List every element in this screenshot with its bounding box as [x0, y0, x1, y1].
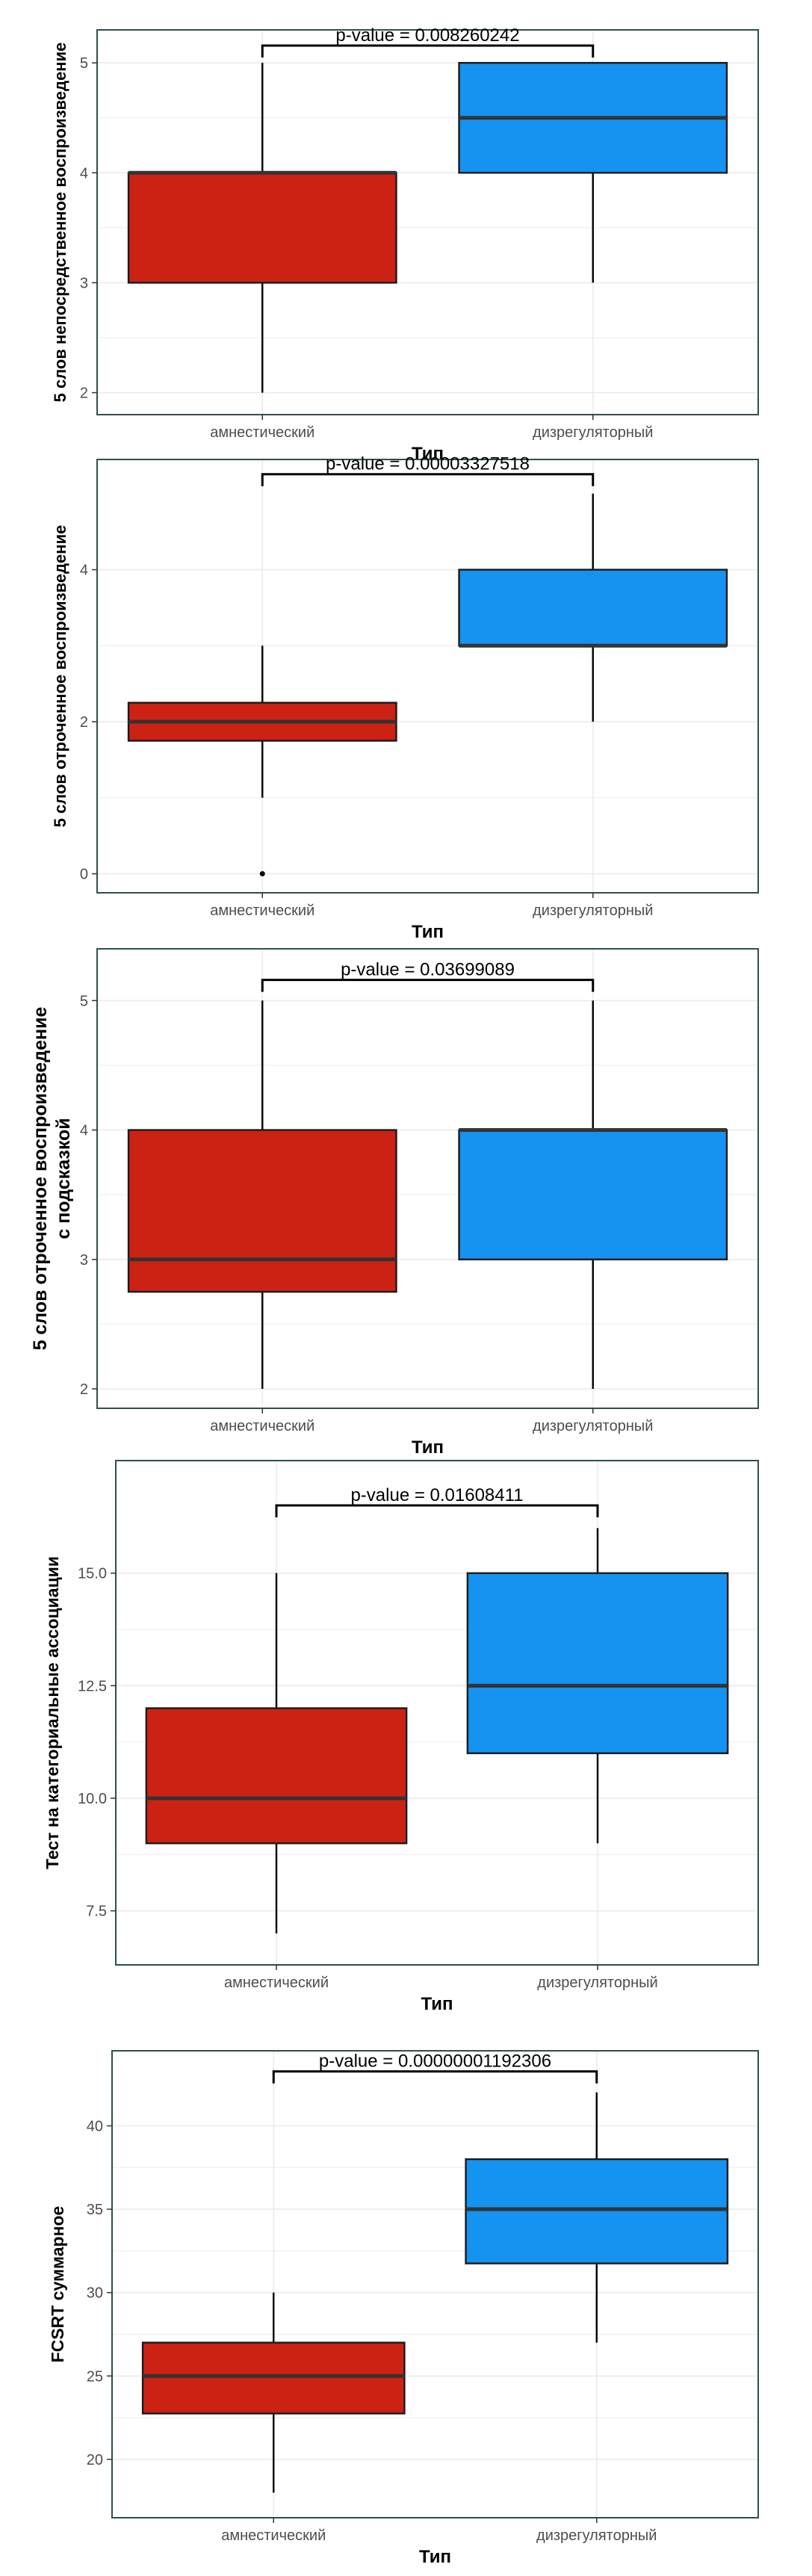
x-axis-title: Тип [419, 2547, 451, 2567]
y-tick-label: 5 [80, 993, 88, 1009]
y-axis-title-line: 5 слов непосредственное воспроизведение [51, 43, 69, 403]
panel-border [96, 459, 759, 894]
y-axis-title: Тест на категориальные ассоциации [43, 1556, 62, 1869]
x-axis-title: Тип [412, 1437, 444, 1458]
box-amnestic [141, 2341, 406, 2415]
box-amnestic [127, 1129, 397, 1293]
x-tick-label: амнестический [210, 1418, 314, 1434]
significance-bracket [261, 44, 595, 58]
y-tick-label: 4 [80, 165, 88, 182]
significance-bracket [272, 2070, 598, 2084]
y-tick-label: 40 [87, 2118, 103, 2134]
x-axis-title: Тип [412, 922, 444, 942]
p-value-label: p-value = 0.00003327518 [326, 454, 530, 474]
p-value-label: p-value = 0.008260242 [335, 25, 519, 46]
boxplot-panel-2: 0 2 4 амнестический дизрегуляторный Тип 5 слов… [51, 454, 759, 942]
y-axis-title-line: 5 слов отроченное воспроизведение [51, 525, 69, 828]
x-axis-title: Тип [412, 444, 444, 464]
x-tick-label: дизрегуляторный [537, 1975, 657, 1991]
boxplot-panel-4: 7.5 10.0 12.5 15.0 амнестический дизрегулятор… [43, 1460, 759, 2014]
y-tick-label: 4 [80, 563, 88, 579]
x-tick-label: амнестический [210, 424, 314, 441]
y-tick-label: 20 [87, 2452, 103, 2468]
y-tick-label: 2 [80, 386, 88, 402]
y-tick-label: 35 [87, 2202, 103, 2218]
y-tick-label: 0 [80, 867, 88, 883]
y-axis-title-line: FCSRT суммарное [48, 2206, 67, 2363]
y-axis-title-line: Тест на категориальные ассоциации [43, 1556, 62, 1869]
box-amnestic [145, 1707, 408, 1845]
y-tick-label: 2 [80, 1381, 88, 1398]
box-dysregulatory [458, 1129, 728, 1260]
x-tick-label: амнестический [221, 2527, 326, 2544]
y-axis-title: 5 слов непосредственное воспроизведение [51, 43, 69, 403]
y-tick-label: 7.5 [86, 1904, 107, 1920]
y-axis-title-line: с подсказкой [53, 1118, 74, 1239]
y-tick-label: 12.5 [78, 1678, 107, 1694]
box-dysregulatory [465, 2158, 729, 2264]
box-amnestic [127, 172, 397, 284]
significance-bracket [261, 473, 595, 486]
y-tick-label: 3 [80, 1252, 88, 1269]
x-tick-label: дизрегуляторный [533, 424, 653, 441]
y-axis-title: 5 слов отроченное воспроизведение с подск… [30, 1006, 74, 1350]
x-tick-label: амнестический [210, 902, 314, 919]
y-tick-label: 5 [80, 55, 88, 72]
y-tick-label: 2 [80, 714, 88, 731]
x-tick-label: дизрегуляторный [533, 902, 653, 919]
y-tick-label: 4 [80, 1123, 88, 1139]
significance-bracket [275, 1504, 599, 1518]
x-tick-label: дизрегуляторный [536, 2527, 657, 2544]
y-tick-label: 3 [80, 275, 88, 291]
significance-bracket [261, 979, 595, 992]
panel-border [96, 29, 759, 415]
x-tick-label: амнестический [224, 1975, 329, 1991]
y-tick-label: 15.0 [78, 1566, 107, 1582]
p-value-label: p-value = 0.01608411 [350, 1485, 523, 1505]
x-axis-title: Тип [421, 1994, 453, 2014]
y-tick-label: 25 [87, 2368, 103, 2385]
y-axis-title: FCSRT суммарное [48, 2206, 67, 2363]
y-axis-title-line: 5 слов отроченное воспроизведение [30, 1006, 51, 1350]
panel-border [111, 2050, 759, 2518]
y-axis-title: 5 слов отроченное воспроизведение [51, 525, 69, 828]
panel-border [115, 1460, 759, 1966]
x-tick-label: дизрегуляторный [533, 1418, 653, 1434]
box-dysregulatory [466, 1572, 729, 1754]
boxplot-panel-5: 20 25 30 35 40 амнестический дизрегуляторный Ти… [48, 2050, 759, 2567]
outlier-point [259, 871, 265, 877]
boxplot-panel-3: 2 3 4 5 амнестический дизрегуляторный Тип 5 сло… [30, 948, 759, 1458]
boxplot-panel-1: 2 3 4 5 амнестический дизрегуляторный Тип 5 сло… [51, 25, 759, 464]
p-value-label: p-value = 0.03699089 [341, 960, 515, 980]
y-tick-label: 10.0 [78, 1791, 107, 1807]
panel-border [96, 948, 759, 1409]
box-dysregulatory [458, 569, 728, 647]
p-value-label: p-value = 0.00000001192306 [319, 2052, 551, 2072]
y-tick-label: 30 [87, 2285, 103, 2302]
